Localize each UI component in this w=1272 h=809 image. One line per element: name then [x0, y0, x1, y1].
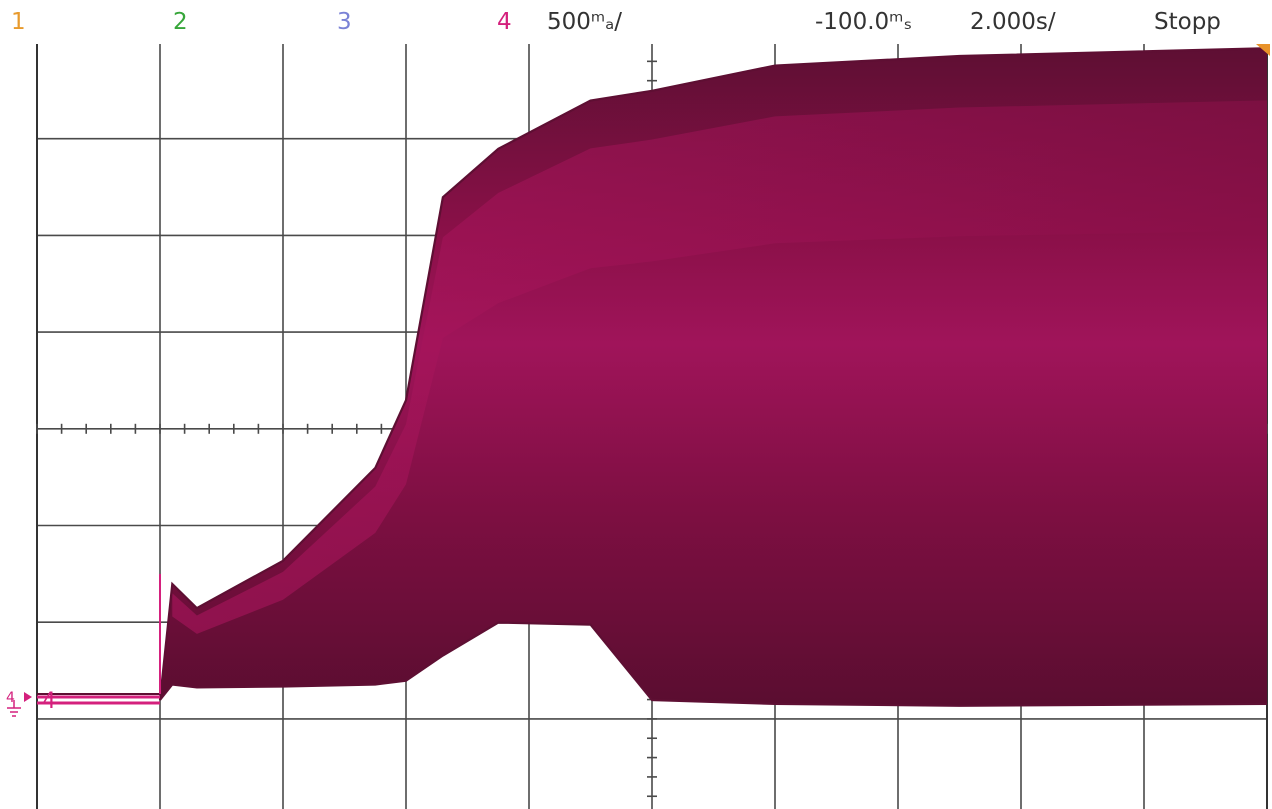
status-bar: 1 2 3 4 500ᵐₐ/ -100.0ᵐₛ 2.000s/ Stopp	[0, 0, 1272, 44]
waveform-channel-4	[37, 47, 1268, 707]
ground-icon: 4	[6, 690, 32, 717]
channel-4-pointer-icon	[24, 692, 32, 702]
ground-marker-digit: 4	[6, 690, 15, 706]
channel-4-marker-label: 4	[42, 689, 56, 714]
channel-3-label[interactable]: 3	[337, 9, 352, 35]
trigger-position-icon	[1256, 44, 1270, 56]
waveform-band	[172, 100, 1267, 634]
channel-2-label[interactable]: 2	[173, 9, 188, 35]
timebase[interactable]: 2.000s/	[970, 9, 1056, 35]
channel-4-scale[interactable]: 500ᵐₐ/	[547, 9, 622, 35]
channel-1-label[interactable]: 1	[11, 9, 26, 35]
run-state[interactable]: Stopp	[1154, 9, 1221, 35]
channel-4-label[interactable]: 4	[497, 9, 512, 35]
waveform-upper-edge	[158, 47, 1268, 701]
trigger-delay[interactable]: -100.0ᵐₛ	[815, 9, 913, 35]
waveform-lower-edge	[159, 621, 1268, 707]
